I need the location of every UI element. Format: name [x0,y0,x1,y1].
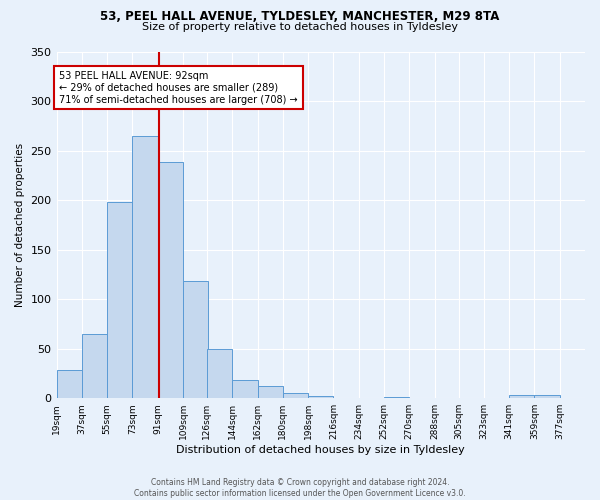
Bar [308,396,334,398]
Bar [509,395,535,398]
Bar [384,397,409,398]
Y-axis label: Number of detached properties: Number of detached properties [15,143,25,307]
Bar [207,348,232,398]
Bar [133,136,158,398]
Bar [56,370,82,398]
Bar [232,380,257,398]
Bar [257,386,283,398]
Bar [535,395,560,398]
Bar [158,162,183,398]
Bar [183,282,208,398]
Text: Size of property relative to detached houses in Tyldesley: Size of property relative to detached ho… [142,22,458,32]
Text: 53, PEEL HALL AVENUE, TYLDESLEY, MANCHESTER, M29 8TA: 53, PEEL HALL AVENUE, TYLDESLEY, MANCHES… [100,10,500,23]
Text: Contains HM Land Registry data © Crown copyright and database right 2024.
Contai: Contains HM Land Registry data © Crown c… [134,478,466,498]
Bar [82,334,107,398]
Bar [283,394,308,398]
Text: 53 PEEL HALL AVENUE: 92sqm
← 29% of detached houses are smaller (289)
71% of sem: 53 PEEL HALL AVENUE: 92sqm ← 29% of deta… [59,72,298,104]
X-axis label: Distribution of detached houses by size in Tyldesley: Distribution of detached houses by size … [176,445,465,455]
Bar [107,202,133,398]
